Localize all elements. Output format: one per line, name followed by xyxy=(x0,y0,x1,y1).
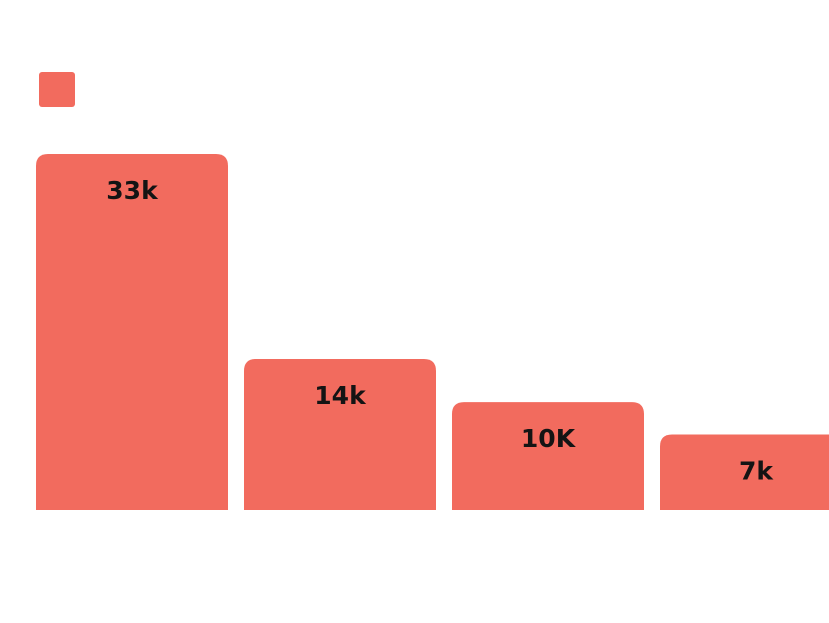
bar-value-label-2: 14k xyxy=(314,381,367,410)
bar-3 xyxy=(452,402,644,510)
bar-4 xyxy=(660,434,829,510)
bar-value-label-3: 10K xyxy=(521,424,577,453)
legend-swatch xyxy=(39,72,75,107)
bar-value-label-4: 7k xyxy=(739,456,774,485)
bar-1 xyxy=(36,154,228,510)
bar-value-label-1: 33k xyxy=(106,176,159,205)
bar-2 xyxy=(244,358,436,510)
